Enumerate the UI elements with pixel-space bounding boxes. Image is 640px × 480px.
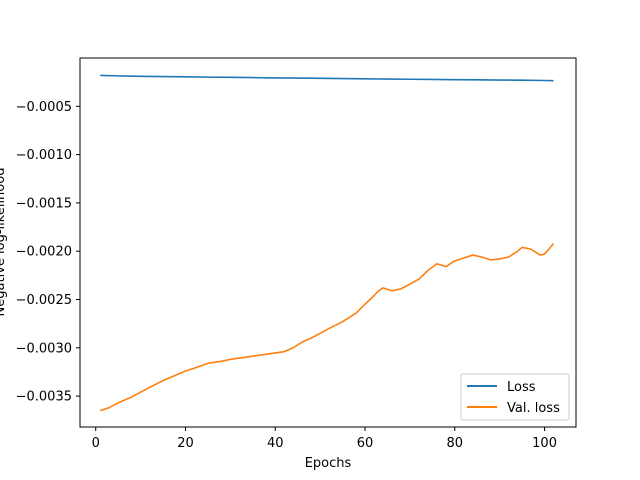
plot-background bbox=[80, 58, 576, 427]
x-tick-label: 40 bbox=[267, 436, 284, 451]
legend-label-loss: Loss bbox=[507, 380, 536, 395]
plot-frame bbox=[79, 57, 577, 428]
y-tick-label: −0.0020 bbox=[16, 245, 72, 260]
y-tick-label: −0.0030 bbox=[16, 341, 72, 356]
y-tick-label: −0.0025 bbox=[16, 293, 72, 308]
x-tick-label: 20 bbox=[177, 436, 194, 451]
x-tick-label: 60 bbox=[357, 436, 374, 451]
y-axis-label: Negative log-likelihood bbox=[0, 168, 8, 317]
x-tick-label: 100 bbox=[532, 436, 557, 451]
legend-label-val-loss: Val. loss bbox=[507, 401, 560, 416]
y-axis-ticks: −0.0035 −0.0030 −0.0025 −0.0020 −0.0015 −0.00… bbox=[16, 100, 80, 405]
series-layer bbox=[99, 74, 555, 412]
x-axis-ticks: 0 20 40 60 80 100 bbox=[92, 427, 557, 451]
x-axis-label: Epochs bbox=[305, 456, 352, 471]
series-line-loss bbox=[100, 74, 554, 82]
y-tick-label: −0.0035 bbox=[16, 390, 72, 405]
x-tick-label: 80 bbox=[447, 436, 464, 451]
series-line-val-loss bbox=[99, 242, 555, 412]
y-tick-label: −0.0015 bbox=[16, 196, 72, 211]
y-tick-label: −0.0010 bbox=[16, 148, 72, 163]
legend: Loss Val. loss bbox=[460, 373, 570, 421]
x-tick-label: 0 bbox=[92, 436, 100, 451]
y-tick-label: −0.0005 bbox=[16, 100, 72, 115]
